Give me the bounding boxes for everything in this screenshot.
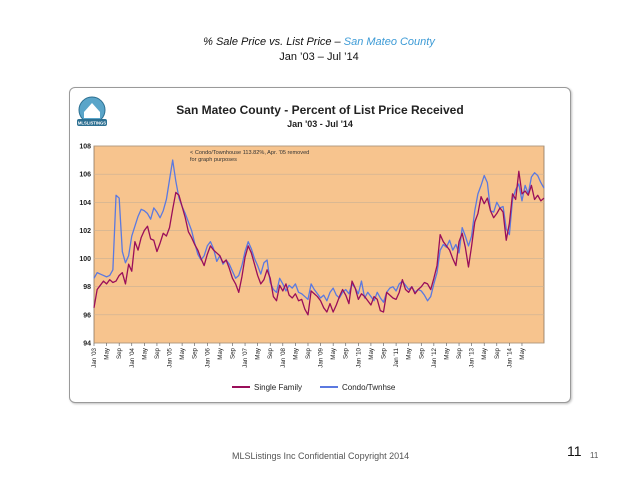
page-number-large: 11 (567, 443, 582, 459)
x-tick-label: Jan '08 (280, 347, 287, 367)
x-tick-label: May (179, 347, 186, 360)
y-tick-label: 96 (83, 312, 91, 319)
x-tick-label: Sep (305, 347, 312, 359)
x-tick-label: May (141, 347, 148, 360)
chart-frame: MLSLISTINGS San Mateo County - Percent o… (69, 87, 571, 403)
series-line-single-family (93, 170, 545, 316)
x-tick-label: Jan '05 (167, 347, 174, 367)
x-tick-label: May (217, 347, 224, 360)
y-tick-label: 104 (79, 200, 91, 207)
x-tick-label: Jan '10 (355, 347, 362, 367)
x-tick-label: May (406, 347, 413, 360)
x-tick-label: Sep (494, 347, 501, 359)
footer-copyright: MLSListings Inc Confidential Copyright 2… (232, 451, 410, 461)
logo-text: MLSLISTINGS (78, 121, 106, 126)
x-tick-label: Sep (418, 347, 425, 359)
y-tick-label: 106 (79, 172, 91, 179)
chart-subtitle: Jan '03 - Jul '14 (287, 119, 353, 129)
x-tick-label: Sep (267, 347, 274, 359)
chart-annotation: < Condo/Townhouse 113.82%, Apr. '05 remo… (190, 150, 310, 163)
y-tick-label: 94 (83, 341, 91, 348)
x-tick-label: May (481, 347, 488, 360)
y-tick-label: 100 (79, 256, 91, 263)
x-tick-label: Jan '11 (393, 347, 400, 367)
x-tick-label: Jan '07 (242, 347, 249, 367)
x-tick-label: Jan '09 (318, 347, 325, 367)
slide-title-prefix: % Sale Price vs. List Price – (203, 36, 344, 48)
house-icon (84, 103, 100, 118)
slide-title-county: San Mateo County (343, 36, 435, 48)
page-number-small: 11 (590, 451, 599, 460)
x-tick-label: May (255, 347, 262, 360)
x-tick-label: Jan '06 (204, 347, 211, 367)
x-tick-label: Sep (229, 347, 236, 359)
y-tick-label: 98 (83, 284, 91, 291)
x-tick-label: Sep (456, 347, 463, 359)
slide-title: % Sale Price vs. List Price – San Mateo … (0, 36, 638, 48)
x-tick-label: Sep (192, 347, 199, 359)
x-axis: Jan '03 May Sep Jan '04 May Sep Jan '05 May Sep J… (91, 343, 526, 368)
x-tick-label: Sep (154, 347, 161, 359)
mls-logo: MLSLISTINGS (77, 96, 107, 126)
x-tick-label: Jan '14 (506, 347, 513, 367)
x-tick-label: May (104, 347, 111, 360)
x-tick-label: Jan '04 (129, 347, 136, 367)
x-tick-label: Jan '12 (431, 347, 438, 367)
slide-subtitle: Jan ’03 – Jul ’14 (279, 51, 359, 63)
x-tick-label: May (292, 347, 299, 360)
legend-label-condo: Condo/Twnhse (342, 383, 396, 392)
chart-svg: MLSLISTINGS San Mateo County - Percent o… (77, 96, 545, 392)
x-tick-label: May (443, 347, 450, 360)
plot-area (93, 145, 545, 344)
x-tick-label: Jan '13 (469, 347, 476, 367)
x-tick-label: May (519, 347, 526, 360)
x-tick-label: Sep (116, 347, 123, 359)
chart-title: San Mateo County - Percent of List Price… (176, 103, 463, 117)
y-axis: 94 96 98 100 102 104 106 108 (79, 144, 91, 348)
legend-label-single-family: Single Family (254, 383, 302, 392)
x-tick-label: Sep (381, 347, 388, 359)
series-line-condo (93, 159, 545, 303)
x-tick-label: Sep (343, 347, 350, 359)
annotation-box: < Condo/Townhouse 113.82%, Apr. '05 remo… (190, 150, 310, 163)
legend: Single Family Condo/Twnhse (232, 383, 396, 392)
y-tick-label: 102 (79, 228, 91, 235)
line-layer (93, 159, 545, 316)
x-tick-label: May (330, 347, 337, 360)
x-tick-label: May (368, 347, 375, 360)
logo-ribbon (77, 119, 107, 126)
y-tick-label: 108 (79, 144, 91, 151)
x-tick-label: Jan '03 (91, 347, 98, 367)
